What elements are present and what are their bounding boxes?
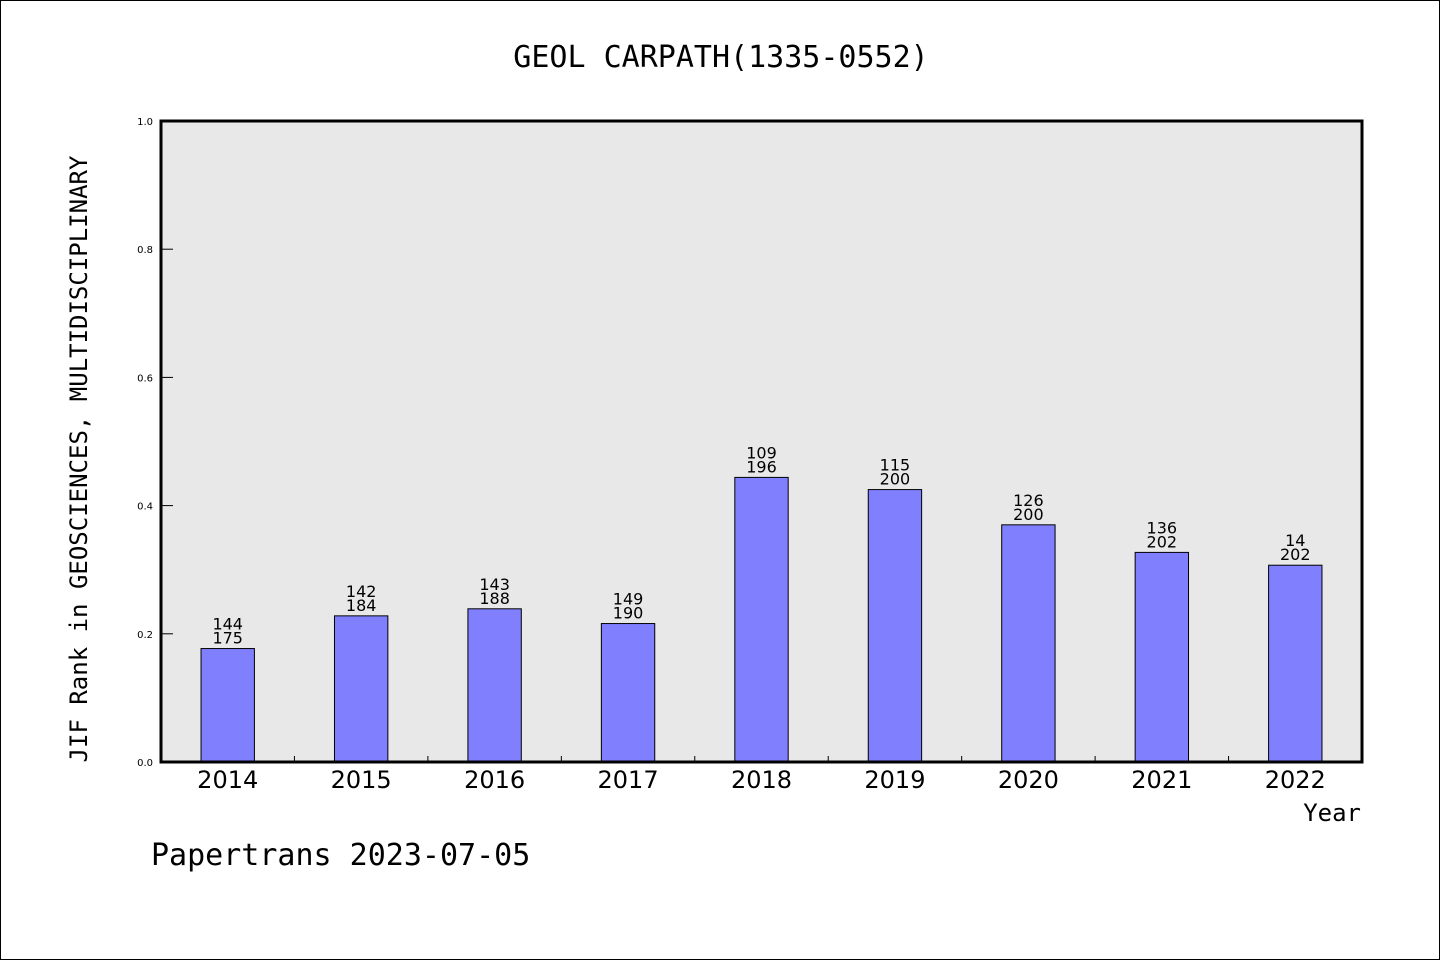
bar-label-total-2018: 196: [746, 457, 777, 476]
x-tick-label-2015: 2015: [331, 766, 392, 794]
bar-2017: [600, 623, 656, 763]
bar-2021: [1134, 551, 1190, 763]
bar-label-rank-2014: 144: [212, 615, 243, 634]
bar-label-rank-2021: 136: [1147, 518, 1178, 537]
y-tick-label-0.4: 0.4: [137, 502, 153, 513]
bar-2015: [333, 615, 389, 763]
x-tick-label-2014: 2014: [197, 766, 258, 794]
bar-label-total-2022: 202: [1280, 545, 1311, 564]
bar-label-rank-2017: 149: [613, 590, 644, 609]
x-axis-label: Year: [1303, 799, 1361, 827]
bar-label-rank-2022: 14: [1285, 531, 1305, 550]
y-tick-label-0.2: 0.2: [137, 630, 153, 641]
bar-label-total-2019: 200: [880, 470, 911, 489]
bar-label-rank-2019: 115: [880, 456, 911, 475]
chart-title: GEOL CARPATH(1335-0552): [513, 40, 928, 75]
x-tick-label-2018: 2018: [731, 766, 792, 794]
y-axis-label: JIF Rank in GEOSCIENCES, MULTIDISCIPLINA…: [65, 155, 93, 762]
bar-2016: [467, 608, 522, 763]
bar-label-total-2015: 184: [346, 596, 377, 615]
x-tick-label-2016: 2016: [464, 766, 525, 794]
bar-2019: [867, 489, 923, 763]
bar-2014: [200, 648, 255, 763]
bar-2018: [734, 476, 789, 763]
x-tick-label-2020: 2020: [998, 766, 1059, 794]
bar-label-total-2017: 190: [613, 604, 644, 623]
bar-2020: [1001, 524, 1056, 763]
footer-credit: Papertrans 2023-07-05: [151, 838, 530, 873]
x-tick-label-2019: 2019: [864, 766, 925, 794]
y-tick-label-0.6: 0.6: [137, 373, 153, 384]
plot-border: [159, 119, 1364, 764]
x-axis: 2014 2015 2016 2017 2018 2019 2020 2021 2022: [197, 756, 1326, 794]
x-tick-label-2022: 2022: [1265, 766, 1326, 794]
bar-label-total-2020: 200: [1013, 505, 1044, 524]
y-tick-label-0.8: 0.8: [137, 245, 153, 256]
bars-group: [200, 476, 1323, 763]
bar-label-rank-2016: 143: [479, 575, 510, 594]
bar-label-rank-2018: 109: [746, 443, 777, 462]
bar-label-total-2016: 188: [479, 589, 510, 608]
x-tick-label-2017: 2017: [598, 766, 659, 794]
x-tick-label-2021: 2021: [1131, 766, 1192, 794]
bar-label-rank-2020: 126: [1013, 491, 1044, 510]
y-tick-label-1.0: 1.0: [137, 117, 153, 128]
bar-label-total-2021: 202: [1147, 532, 1178, 551]
bar-2022: [1268, 564, 1323, 763]
bar-label-rank-2015: 142: [346, 582, 377, 601]
y-tick-label-0.0: 0.0: [137, 758, 153, 769]
bar-label-total-2014: 175: [212, 629, 243, 648]
